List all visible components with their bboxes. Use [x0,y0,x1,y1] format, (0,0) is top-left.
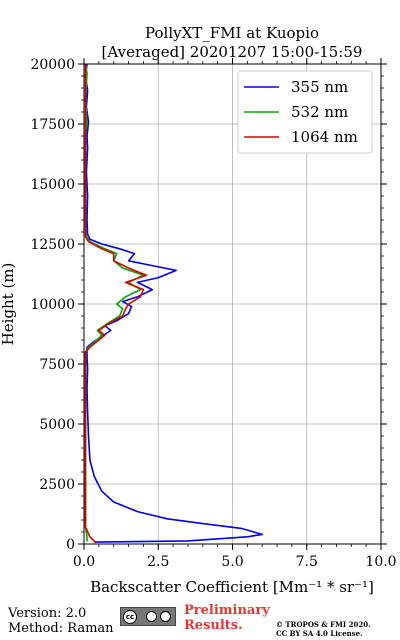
cc-license-badge: cc [120,607,176,626]
grid [83,63,382,545]
version-text: Version: 2.0 [8,606,87,621]
copyright-line-2: CC BY SA 4.0 License. [276,629,363,638]
y-axis-label: Height (m) [0,263,17,346]
backscatter-chart: PollyXT_FMI at Kuopio [Averaged] 2020120… [0,24,397,596]
series-line [84,64,148,544]
x-tick-label: 10.0 [365,554,396,570]
preliminary-line-1: Preliminary [184,603,270,618]
y-tick-label: 0 [66,537,75,553]
legend-box [237,70,373,154]
x-tick-label: 2.5 [147,554,169,570]
y-tick-label: 7500 [39,357,75,373]
legend-label: 355 nm [291,78,348,96]
series-line [84,63,145,542]
cc-icon: cc [123,610,137,624]
y-tick-label: 10000 [30,297,75,313]
series-line [84,63,264,543]
footer-info: Version: 2.0 Method: Raman [8,606,114,636]
legend-label: 1064 nm [291,128,358,146]
y-tick-label: 5000 [39,417,75,433]
series-layer [84,63,264,544]
x-tick-label: 7.5 [296,554,318,570]
chart-title: PollyXT_FMI at Kuopio [145,24,319,42]
preliminary-line-2: Results. [184,618,243,633]
x-axis-label: Backscatter Coefficient [Mm⁻¹ * sr⁻¹] [90,578,374,596]
copyright-note: © TROPOS & FMI 2020. CC BY SA 4.0 Licens… [276,620,371,638]
y-tick-label: 12500 [30,237,75,253]
y-tick-label: 15000 [30,177,75,193]
y-tick-label: 20000 [30,57,75,73]
chart-subtitle: [Averaged] 20201207 15:00-15:59 [102,43,363,61]
y-tick-label: 2500 [39,477,75,493]
axis-ticks: 0.0 2.5 5.0 7.5 10.0 0 2500 5000 7500 10000 12500 1… [30,57,396,570]
x-axis-label-text: Backscatter Coefficient [Mm⁻¹ * sr⁻¹] [90,578,374,596]
x-tick-label: 5.0 [221,554,243,570]
by-icon [146,611,157,622]
legend-label: 532 nm [291,103,348,121]
legend: 355 nm 532 nm 1064 nm [237,70,373,154]
sa-icon [160,611,171,622]
y-tick-label: 17500 [30,117,75,133]
preliminary-note: Preliminary Results. [184,603,270,633]
method-text: Method: Raman [8,621,114,636]
copyright-line-1: © TROPOS & FMI 2020. [276,620,371,629]
x-tick-label: 0.0 [73,554,95,570]
